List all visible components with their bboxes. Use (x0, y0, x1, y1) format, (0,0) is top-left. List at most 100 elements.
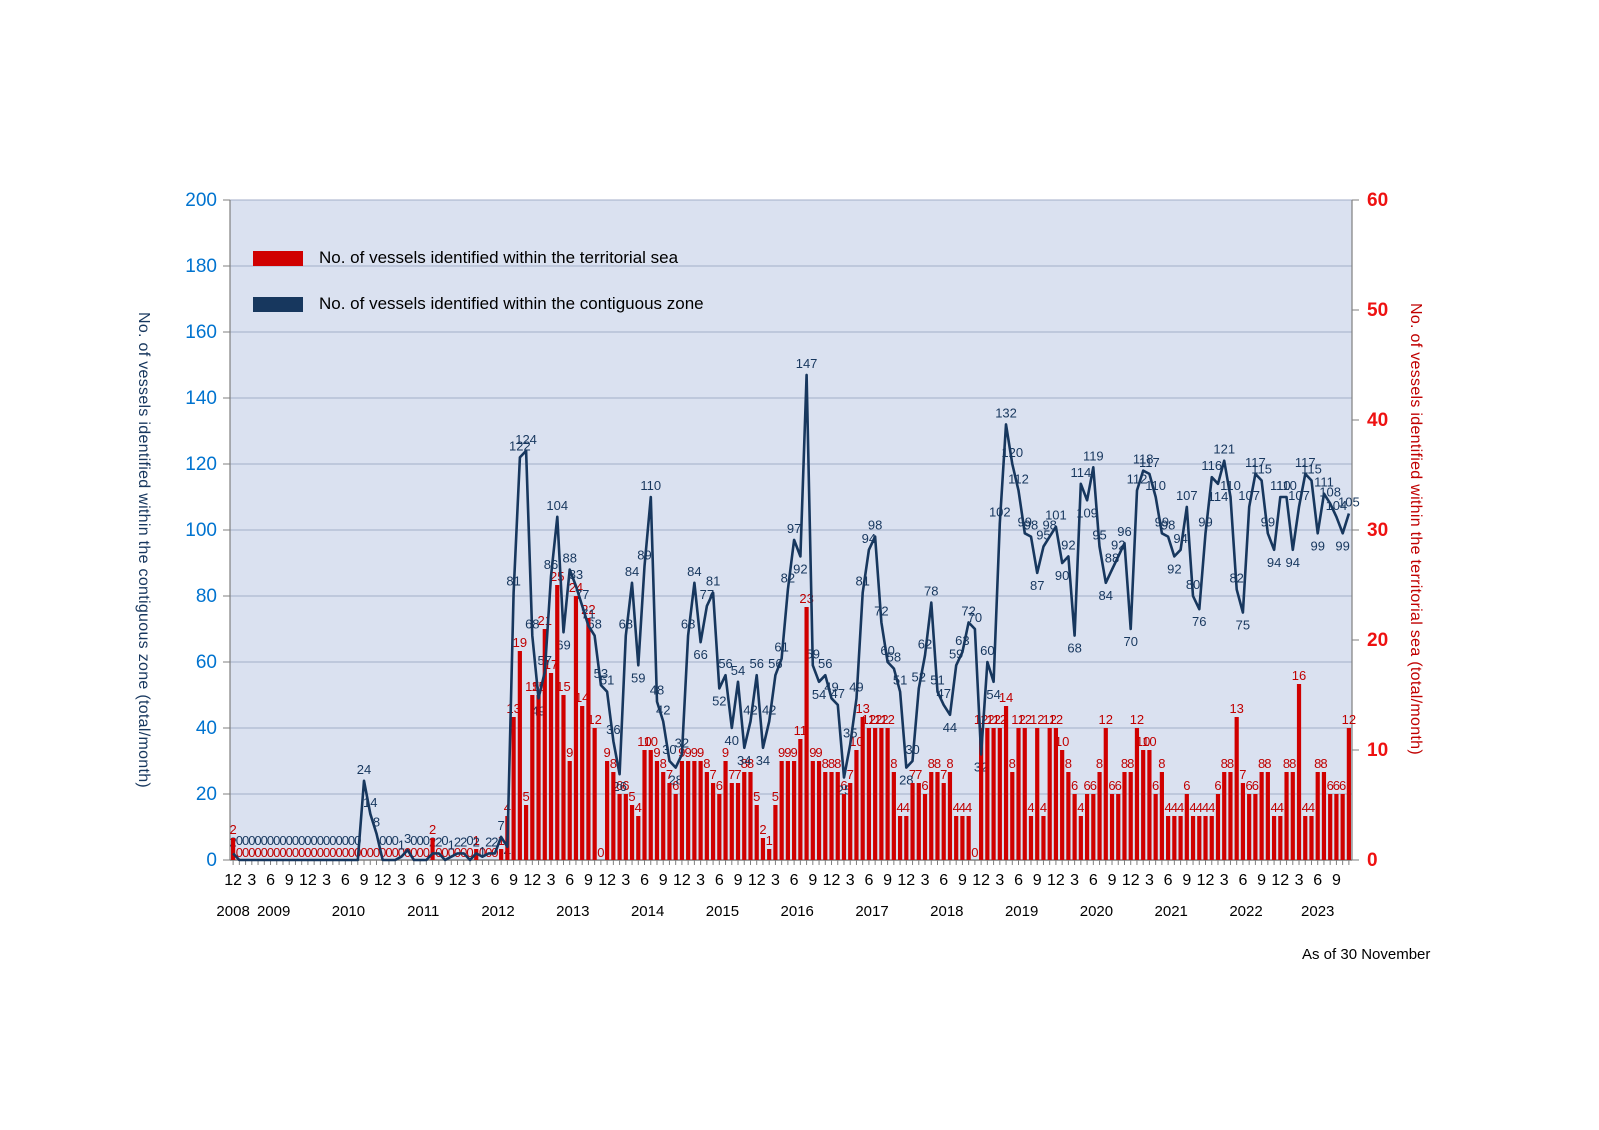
svg-text:7: 7 (909, 767, 916, 782)
svg-text:6: 6 (672, 778, 679, 793)
svg-text:122: 122 (509, 438, 531, 453)
svg-text:2: 2 (485, 834, 492, 849)
svg-text:3: 3 (1220, 872, 1229, 889)
svg-text:12: 12 (299, 872, 317, 889)
svg-text:10: 10 (1055, 734, 1069, 749)
svg-text:72: 72 (961, 603, 975, 618)
svg-text:9: 9 (584, 872, 593, 889)
svg-text:12: 12 (823, 872, 841, 889)
svg-text:2015: 2015 (706, 903, 739, 920)
svg-text:94: 94 (1286, 555, 1300, 570)
svg-text:0: 0 (279, 833, 286, 848)
svg-text:25: 25 (837, 783, 851, 798)
svg-text:5: 5 (753, 789, 760, 804)
svg-text:5: 5 (772, 789, 779, 804)
contiguous-zone-line (232, 373, 1351, 862)
svg-text:0: 0 (416, 833, 423, 848)
svg-text:0: 0 (392, 833, 399, 848)
svg-text:3: 3 (1070, 872, 1079, 889)
svg-text:6: 6 (1089, 872, 1098, 889)
svg-text:53: 53 (594, 666, 608, 681)
svg-text:0: 0 (261, 845, 268, 860)
svg-text:117: 117 (1295, 455, 1316, 470)
right-axis-title: No. of vessels identified within the ter… (1407, 303, 1424, 755)
svg-text:8: 8 (946, 756, 953, 771)
svg-text:12: 12 (224, 872, 242, 889)
svg-text:0: 0 (317, 845, 324, 860)
svg-text:12: 12 (986, 712, 1000, 727)
svg-text:2008: 2008 (216, 903, 249, 920)
svg-text:107: 107 (1288, 488, 1310, 503)
svg-text:98: 98 (1024, 518, 1038, 533)
svg-text:2018: 2018 (930, 903, 963, 920)
svg-text:6: 6 (1246, 778, 1253, 793)
svg-text:12: 12 (993, 712, 1007, 727)
svg-text:60: 60 (980, 643, 994, 658)
svg-text:104: 104 (546, 498, 568, 513)
svg-text:12: 12 (374, 872, 392, 889)
svg-text:4: 4 (896, 800, 903, 815)
svg-text:4: 4 (1196, 800, 1203, 815)
svg-text:8: 8 (934, 756, 941, 771)
svg-text:8: 8 (1258, 756, 1265, 771)
svg-text:12: 12 (1030, 712, 1044, 727)
svg-text:4: 4 (1027, 800, 1034, 815)
svg-text:10: 10 (1142, 734, 1156, 749)
svg-text:8: 8 (1127, 756, 1134, 771)
legend-label-contiguous-zone: No. of vessels identified within the con… (319, 294, 704, 313)
svg-text:9: 9 (790, 745, 797, 760)
svg-text:2: 2 (460, 834, 467, 849)
svg-text:52: 52 (712, 693, 726, 708)
svg-text:7: 7 (709, 767, 716, 782)
svg-text:7: 7 (1239, 767, 1246, 782)
svg-text:0: 0 (367, 845, 374, 860)
svg-text:6: 6 (1313, 872, 1322, 889)
svg-text:12: 12 (897, 872, 915, 889)
svg-text:180: 180 (185, 256, 217, 277)
svg-text:30: 30 (1367, 520, 1388, 541)
svg-text:7: 7 (666, 767, 673, 782)
svg-text:2009: 2009 (257, 903, 290, 920)
svg-text:2023: 2023 (1301, 903, 1334, 920)
svg-text:3: 3 (247, 872, 256, 889)
svg-text:12: 12 (673, 872, 691, 889)
svg-text:110: 110 (640, 478, 661, 493)
svg-text:0: 0 (441, 833, 448, 848)
svg-text:78: 78 (924, 584, 938, 599)
svg-text:12: 12 (1099, 712, 1113, 727)
svg-text:28: 28 (899, 773, 913, 788)
svg-text:4: 4 (959, 800, 966, 815)
svg-text:110: 110 (1276, 478, 1297, 493)
svg-text:0: 0 (385, 845, 392, 860)
svg-text:6: 6 (715, 872, 724, 889)
svg-text:117: 117 (1139, 455, 1160, 470)
svg-text:6: 6 (622, 778, 629, 793)
svg-text:6: 6 (840, 778, 847, 793)
svg-text:2011: 2011 (407, 903, 439, 920)
svg-text:8: 8 (1221, 756, 1228, 771)
svg-text:8: 8 (1096, 756, 1103, 771)
svg-text:104: 104 (1326, 498, 1348, 513)
svg-text:9: 9 (509, 872, 518, 889)
svg-text:4: 4 (1040, 800, 1047, 815)
svg-text:2: 2 (473, 834, 480, 849)
svg-text:0: 0 (267, 833, 274, 848)
svg-text:5: 5 (522, 789, 529, 804)
svg-text:94: 94 (1173, 531, 1187, 546)
svg-text:34: 34 (756, 753, 770, 768)
svg-text:12: 12 (523, 872, 541, 889)
legend: No. of vessels identified within the ter… (253, 240, 704, 332)
svg-text:1: 1 (398, 838, 405, 853)
legend-label-territorial-sea: No. of vessels identified within the ter… (319, 248, 679, 267)
svg-text:94: 94 (1267, 555, 1281, 570)
svg-text:12: 12 (868, 712, 882, 727)
svg-text:2020: 2020 (1080, 903, 1113, 920)
svg-text:7: 7 (847, 767, 854, 782)
svg-text:112: 112 (1008, 471, 1029, 486)
svg-text:6: 6 (939, 872, 948, 889)
svg-text:6: 6 (1339, 778, 1346, 793)
svg-text:56: 56 (718, 656, 732, 671)
svg-text:0: 0 (242, 845, 249, 860)
svg-text:3: 3 (404, 831, 411, 846)
svg-text:9: 9 (697, 745, 704, 760)
